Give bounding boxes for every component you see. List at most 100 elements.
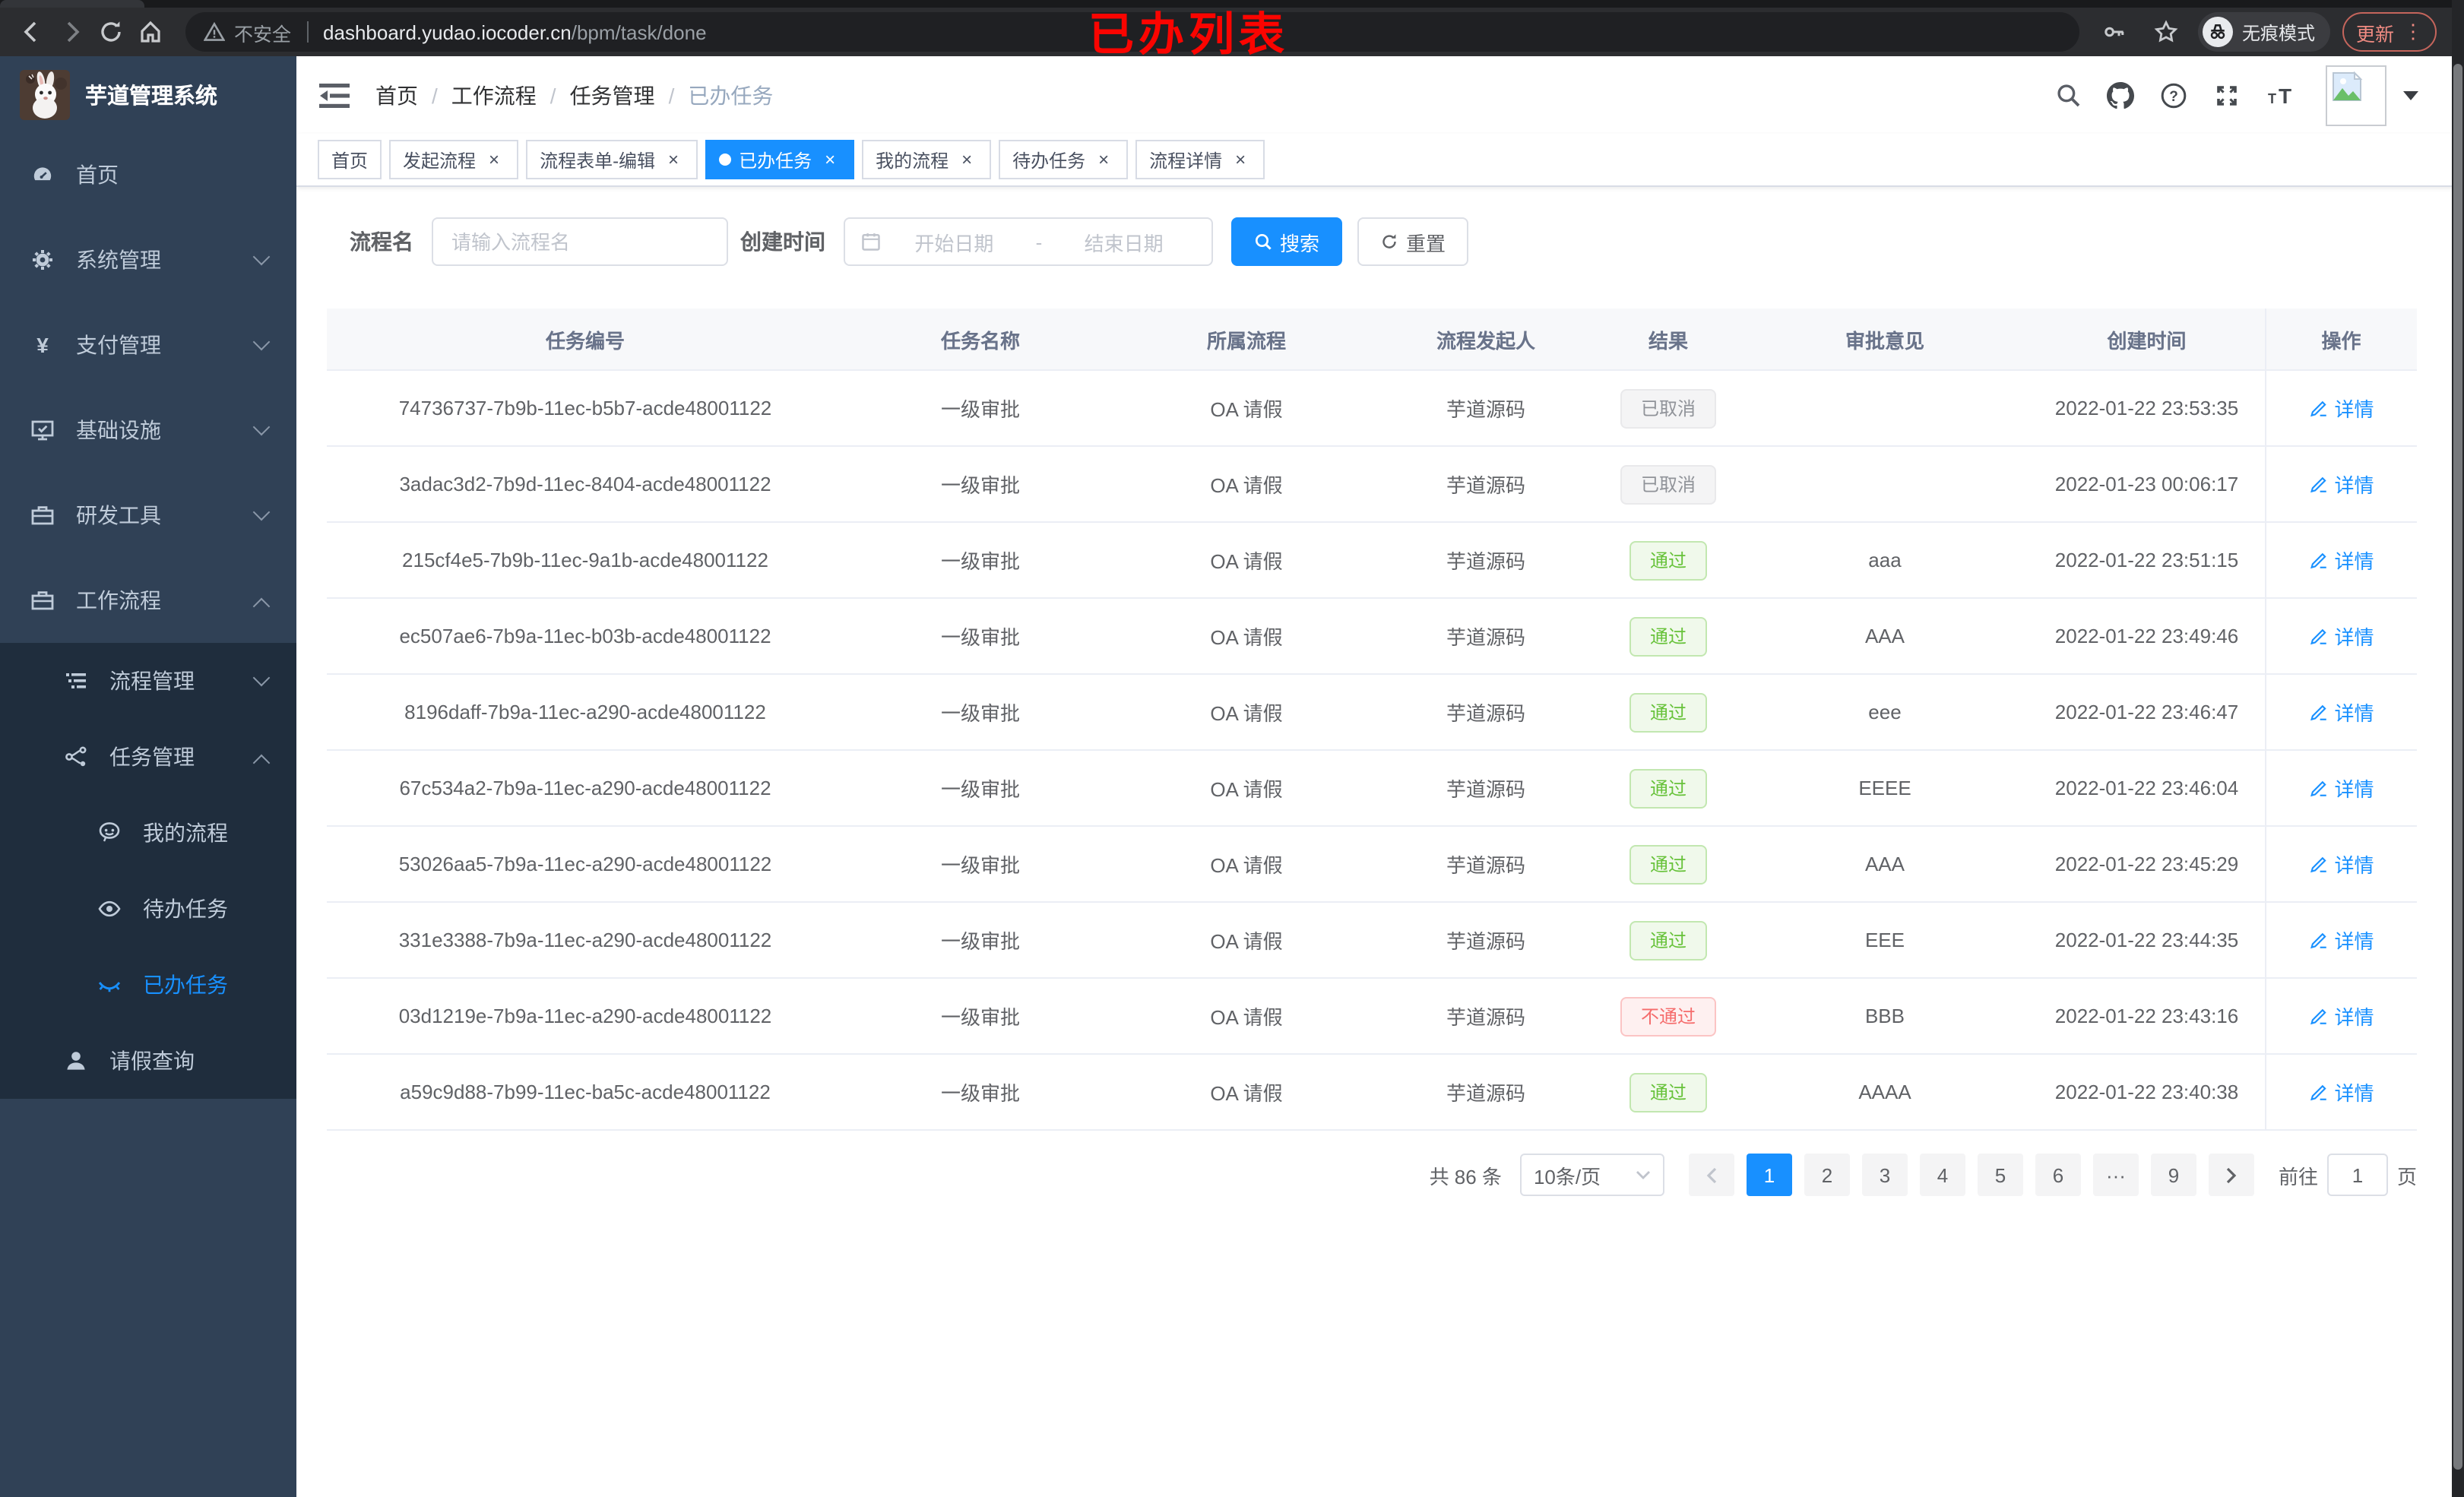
page-button-6[interactable]: 6 (2035, 1154, 2081, 1196)
breadcrumb-item[interactable]: 首页 (375, 83, 418, 107)
close-icon[interactable]: × (1235, 149, 1246, 170)
fullscreen-icon[interactable] (2213, 81, 2241, 109)
tab-my-process[interactable]: 我的流程 × (862, 140, 992, 179)
url-host: dashboard.yudao.iocoder.cn (323, 21, 572, 43)
detail-link[interactable]: 详情 (2308, 774, 2374, 802)
detail-link[interactable]: 详情 (2308, 850, 2374, 878)
tab-label: 发起流程 (403, 150, 477, 171)
detail-link[interactable]: 详情 (2308, 1078, 2374, 1106)
detail-link[interactable]: 详情 (2308, 546, 2374, 574)
cell-3: 芋道源码 (1376, 674, 1596, 751)
page-button-4[interactable]: 4 (1919, 1154, 1965, 1196)
cell-0: 03d1219e-7b9a-11ec-a290-acde48001122 (327, 978, 844, 1055)
detail-link[interactable]: 详情 (2308, 394, 2374, 423)
sidebar-item-task-mgmt[interactable]: 任务管理 (0, 719, 296, 795)
search-button[interactable]: 搜索 (1231, 217, 1343, 266)
detail-link[interactable]: 详情 (2308, 698, 2374, 726)
sidebar-item-home[interactable]: 首页 (0, 132, 296, 217)
sidebar-item-system[interactable]: 系统管理 (0, 217, 296, 302)
sidebar-item-label: 工作流程 (76, 588, 161, 612)
tags-bar: 首页 发起流程 × 流程表单-编辑 × 已办任务 × 我的流程 × 待办任务 × 流程详情 × (296, 134, 2464, 187)
help-icon[interactable]: ? (2160, 81, 2187, 109)
page-button-1[interactable]: 1 (1746, 1154, 1792, 1196)
tab-start-process[interactable]: 发起流程 × (389, 140, 519, 179)
avatar[interactable] (2326, 65, 2386, 125)
sidebar: 芋道管理系统 首页 系统管理 ¥ 支付管理 基础设施 研发工具工作流程流程管理任务管理我的… (0, 56, 296, 1497)
address-bar[interactable]: 不安全 dashboard.yudao.iocoder.cn/bpm/task/… (185, 12, 2079, 52)
close-icon[interactable]: × (668, 149, 679, 170)
detail-link[interactable]: 详情 (2308, 622, 2374, 650)
sidebar-item-todo-tasks[interactable]: 待办任务 (0, 871, 296, 947)
sidebar-item-my-process[interactable]: 我的流程 (0, 795, 296, 871)
prev-page-button[interactable] (1688, 1154, 1734, 1196)
tab-label: 首页 (331, 150, 369, 171)
update-button[interactable]: 更新 ⋮ (2342, 12, 2437, 52)
browser-tab-top[interactable] (0, 0, 144, 8)
date-range-picker[interactable]: 开始日期 - 结束日期 (844, 217, 1213, 266)
next-page-button[interactable] (2208, 1154, 2254, 1196)
tab-todo-tasks[interactable]: 待办任务 × (999, 140, 1129, 179)
tab-process-detail[interactable]: 流程详情 × (1135, 140, 1265, 179)
back-icon[interactable] (12, 12, 52, 52)
chevron-down-icon[interactable] (2403, 90, 2418, 100)
cell-5: BBB (1740, 978, 2029, 1055)
forward-icon[interactable] (52, 12, 91, 52)
sidebar-item-dev-tools[interactable]: 研发工具 (0, 473, 296, 558)
bookmark-star-icon[interactable] (2146, 12, 2186, 52)
reset-button[interactable]: 重置 (1357, 217, 1469, 266)
result-badge: 通过 (1629, 692, 1706, 732)
page-button-2[interactable]: 2 (1804, 1154, 1850, 1196)
edit-icon (2308, 702, 2328, 722)
cell-3: 芋道源码 (1376, 978, 1596, 1055)
search-icon[interactable] (2055, 82, 2081, 108)
edit-icon (2308, 1082, 2328, 1102)
sidebar-toggle-icon[interactable] (318, 80, 351, 110)
close-icon[interactable]: × (825, 149, 836, 170)
breadcrumb-item[interactable]: 任务管理 (569, 83, 655, 107)
close-icon[interactable]: × (961, 149, 973, 170)
detail-label: 详情 (2334, 550, 2374, 573)
more-pages-button[interactable]: ··· (2092, 1154, 2139, 1196)
table-row: 67c534a2-7b9a-11ec-a290-acde48001122 一级审批… (327, 750, 2417, 827)
close-icon[interactable]: × (1098, 149, 1110, 170)
reload-icon[interactable] (91, 12, 131, 52)
sidebar-menu: 首页 系统管理 ¥ 支付管理 基础设施 研发工具工作流程流程管理任务管理我的流程 待办任务已… (0, 132, 296, 1099)
sidebar-item-done-tasks[interactable]: 已办任务 (0, 947, 296, 1023)
tab-home[interactable]: 首页 (318, 140, 382, 179)
app-logo[interactable]: 芋道管理系统 (0, 56, 296, 132)
key-icon[interactable] (2095, 12, 2134, 52)
sidebar-item-label: 任务管理 (109, 745, 195, 769)
cell-6: 2022-01-22 23:46:04 (2029, 750, 2265, 827)
scrollbar-thumb[interactable] (2453, 64, 2462, 1470)
window-scrollbar[interactable] (2452, 0, 2464, 1497)
sidebar-item-leave-query[interactable]: 请假查询 (0, 1023, 296, 1099)
close-icon[interactable]: × (489, 149, 500, 170)
page-size-select[interactable]: 10条/页 (1519, 1154, 1664, 1196)
cell-6: 2022-01-22 23:51:15 (2029, 522, 2265, 599)
page-button-3[interactable]: 3 (1861, 1154, 1908, 1196)
page-button-9[interactable]: 9 (2150, 1154, 2196, 1196)
sidebar-item-infrastructure[interactable]: 基础设施 (0, 388, 296, 473)
jump-input[interactable] (2326, 1154, 2388, 1196)
sidebar-item-process-mgmt[interactable]: 流程管理 (0, 643, 296, 719)
browser-chrome: 不安全 dashboard.yudao.iocoder.cn/bpm/task/… (0, 0, 2464, 56)
breadcrumb-item[interactable]: 工作流程 (451, 83, 537, 107)
cell-2: OA 请假 (1117, 1054, 1376, 1131)
detail-link[interactable]: 详情 (2308, 470, 2374, 498)
sidebar-item-payment[interactable]: ¥ 支付管理 (0, 302, 296, 388)
detail-link[interactable]: 详情 (2308, 926, 2374, 954)
detail-link[interactable]: 详情 (2308, 1002, 2374, 1030)
yen-icon: ¥ (30, 333, 55, 357)
home-icon[interactable] (131, 12, 170, 52)
browser-menu-icon[interactable]: ⋮ (2403, 20, 2423, 43)
page-button-5[interactable]: 5 (1977, 1154, 2023, 1196)
tab-done-tasks[interactable]: 已办任务 × (705, 140, 855, 179)
cell-5 (1740, 446, 2029, 523)
process-name-input[interactable] (432, 217, 728, 266)
chevron-down-icon (252, 502, 271, 522)
tab-form-edit[interactable]: 流程表单-编辑 × (526, 140, 698, 179)
sidebar-item-workflow[interactable]: 工作流程 (0, 558, 296, 643)
github-icon[interactable] (2107, 81, 2134, 109)
dashboard-icon (30, 163, 55, 187)
